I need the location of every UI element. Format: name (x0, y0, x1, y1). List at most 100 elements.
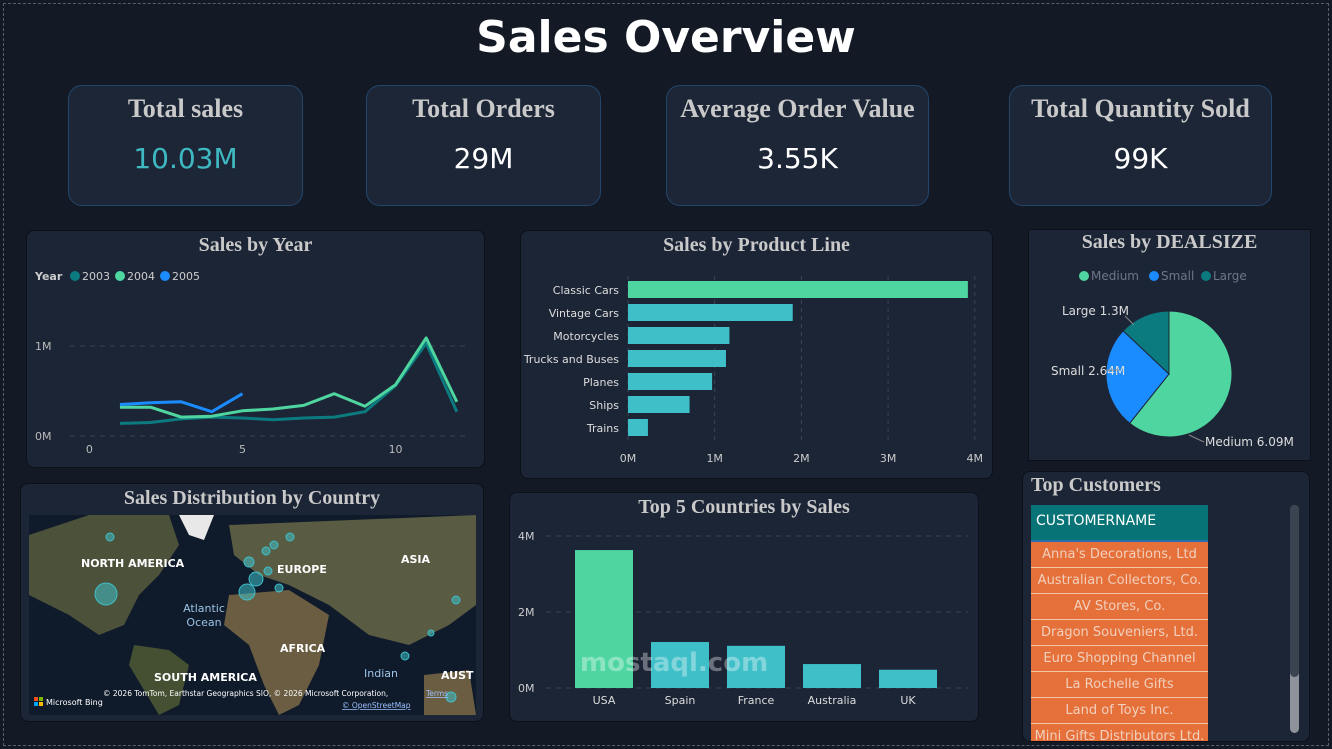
world-map[interactable]: NORTH AMERICA EUROPE ASIA AFRICA SOUTH A… (29, 515, 476, 715)
bubble-singapore[interactable] (400, 651, 410, 661)
kpi-label: Average Order Value (680, 94, 915, 123)
category-label: Classic Cars (553, 284, 619, 297)
legend-marker (1079, 271, 1089, 281)
map-label: Indian (364, 667, 398, 680)
bubble[interactable] (269, 540, 279, 550)
kpi-value: 99K (1113, 142, 1168, 175)
sales-by-dealsize-panel[interactable]: Sales by DEALSIZE Medium Small Large Medium… (1028, 229, 1311, 461)
panel-title: Top Customers (1031, 474, 1161, 496)
bar-trucks-and-buses (628, 350, 726, 367)
bar-chart: 0M 1M 2M 3M 4M Classic Cars Vintage Cars Motorc… (523, 276, 984, 465)
chart-title: Top 5 Countries by Sales (638, 496, 850, 518)
x-tick-label: 10 (389, 443, 403, 456)
bar-chart: 0M 2M 4M USA Spain France Australia UK (518, 530, 968, 707)
line-series-2003 (119, 341, 459, 425)
bubble-spain[interactable] (238, 583, 256, 601)
bar-motorcycles (628, 327, 730, 344)
leader-line (1188, 434, 1205, 443)
legend-label: Large (1213, 269, 1247, 283)
y-tick-label: 1M (35, 340, 52, 353)
top-customers-panel[interactable]: Top Customers CUSTOMERNAME Anna's Decora… (1022, 471, 1310, 742)
legend-marker (1149, 271, 1159, 281)
chart-title: Sales by Product Line (663, 234, 850, 256)
kpi-total-orders: Total Orders 29M (366, 85, 601, 206)
table-row[interactable]: La Rochelle Gifts (1031, 672, 1208, 698)
legend-label: 2005 (172, 270, 200, 283)
category-label: Trucks and Buses (523, 353, 619, 366)
category-label: Planes (583, 376, 619, 389)
bubble-france[interactable] (248, 571, 264, 587)
legend-marker (1201, 271, 1211, 281)
legend-label: Medium (1091, 269, 1139, 283)
pie-slice-small (1105, 330, 1170, 424)
table-row[interactable]: Land of Toys Inc. (1031, 698, 1208, 724)
bubble[interactable] (261, 546, 271, 556)
bar-planes (628, 373, 713, 390)
terms-link[interactable]: Terms (425, 689, 448, 698)
bubble[interactable] (274, 583, 284, 593)
y-tick-label: 0M (35, 430, 52, 443)
y-tick-label: 4M (518, 530, 535, 543)
kpi-label: Total Quantity Sold (1031, 94, 1250, 123)
map-label: AUST (441, 669, 474, 682)
data-label: Small 2.64M (1051, 364, 1125, 378)
watermark: mostaql.com (580, 648, 769, 678)
kpi-value: 3.55K (757, 142, 838, 175)
top-countries-panel[interactable]: Top 5 Countries by Sales 0M 2M 4M USA Spain F… (509, 492, 979, 722)
bubble-uk[interactable] (243, 556, 255, 568)
data-label: Large 1.3M (1062, 304, 1129, 318)
bar-australia (803, 664, 861, 688)
line-series-2005 (119, 392, 244, 414)
x-tick-label: 3M (880, 452, 897, 465)
category-label: France (738, 694, 775, 707)
legend-title: Year (34, 270, 63, 283)
x-tick-label: 4M (967, 452, 984, 465)
bar-vintage-cars (628, 304, 793, 321)
bubble[interactable] (263, 566, 273, 576)
table-row[interactable]: Australian Collectors, Co. (1031, 568, 1208, 594)
map-label: NORTH AMERICA (81, 557, 185, 570)
kpi-value: 10.03M (133, 142, 238, 175)
bubble-australia[interactable] (445, 691, 457, 703)
pie-chart: Medium Small Large Medium 6.09M Small 2.64M L… (1051, 269, 1294, 449)
chart-title: Sales Distribution by Country (123, 487, 381, 509)
category-label: USA (593, 694, 616, 707)
table-row[interactable]: Anna's Decorations, Ltd (1031, 542, 1208, 568)
x-tick-label: 5 (239, 443, 246, 456)
line-chart: Year 2003 2004 2005 0M 1M 0 5 10 (34, 270, 466, 456)
legend-label: 2004 (127, 270, 155, 283)
map-label: EUROPE (277, 563, 327, 576)
bar-classic-cars (628, 281, 968, 298)
column-header[interactable]: CUSTOMERNAME (1031, 505, 1208, 542)
bubble-canada[interactable] (105, 532, 115, 542)
bubble[interactable] (427, 629, 435, 637)
scrollbar[interactable] (1290, 505, 1299, 733)
sales-by-product-line-panel[interactable]: Sales by Product Line 0M 1M 2M 3M 4M Classic … (520, 230, 993, 479)
bar-trains (628, 419, 648, 436)
sales-by-year-panel[interactable]: Sales by Year Year 2003 2004 2005 0M 1M 0 5 10 (26, 230, 485, 468)
bubble-usa[interactable] (94, 582, 118, 606)
table-row[interactable]: Euro Shopping Channel (1031, 646, 1208, 672)
sales-map-panel[interactable]: Sales Distribution by Country NORTH AMER… (20, 483, 484, 722)
kpi-total-quantity: Total Quantity Sold 99K (1009, 85, 1272, 206)
kpi-value: 29M (453, 142, 514, 175)
table-row[interactable]: Mini Gifts Distributors Ltd. (1031, 724, 1208, 741)
bar-usa (575, 550, 633, 688)
line-series-2004 (119, 336, 459, 419)
legend-marker (160, 271, 170, 281)
map-label: Atlantic (183, 602, 225, 615)
table-row[interactable]: AV Stores, Co. (1031, 594, 1208, 620)
x-tick-label: 1M (706, 452, 723, 465)
bubble[interactable] (285, 532, 295, 542)
scrollbar-thumb[interactable] (1290, 505, 1299, 677)
bubble-japan[interactable] (451, 595, 461, 605)
osm-link[interactable]: © OpenStreetMap (342, 701, 411, 710)
category-label: Ships (589, 399, 619, 412)
table-row[interactable]: Dragon Souveniers, Ltd. (1031, 620, 1208, 646)
bar-france (727, 645, 785, 688)
data-label: Medium 6.09M (1205, 435, 1294, 449)
legend-label: Small (1161, 269, 1194, 283)
microsoft-logo-icon (34, 697, 43, 706)
y-tick-label: 0M (518, 682, 535, 695)
kpi-total-sales: Total sales 10.03M (68, 85, 303, 206)
